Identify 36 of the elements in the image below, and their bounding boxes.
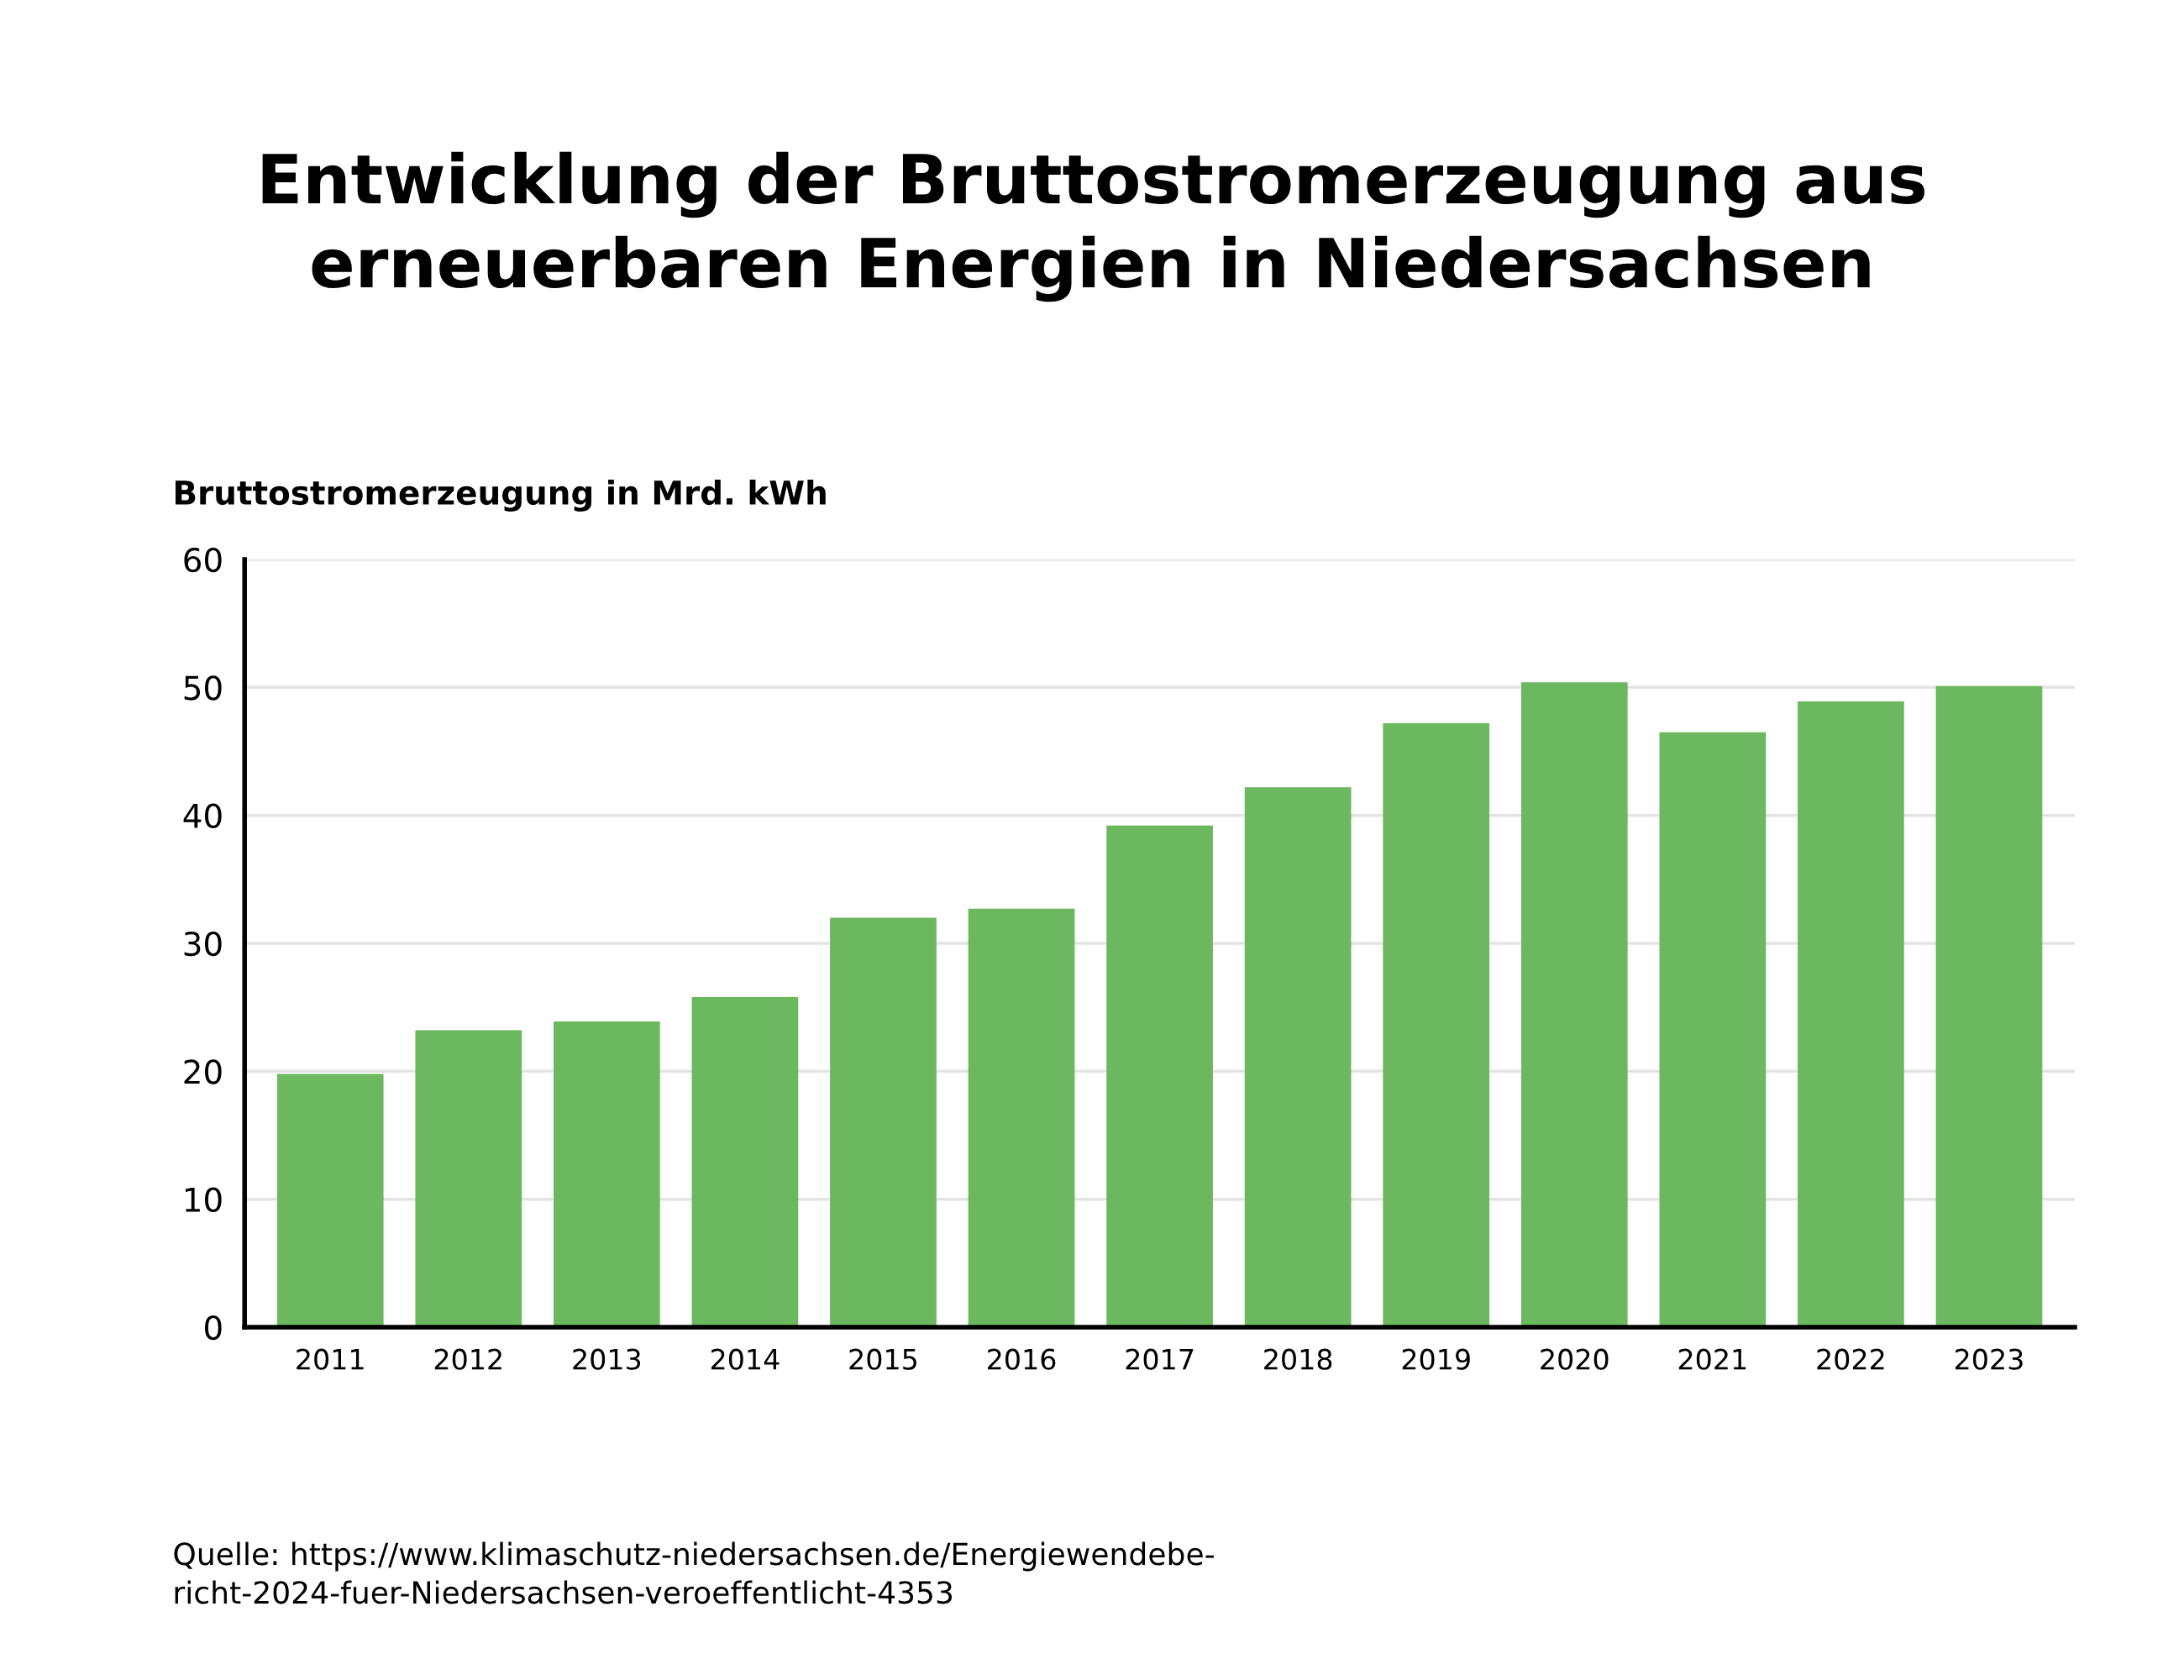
x-tick-label: 2018: [1264, 1348, 1332, 1370]
bar: [691, 996, 799, 1327]
bar: [968, 908, 1075, 1327]
bar: [276, 1074, 384, 1327]
y-tick-label: 50: [184, 675, 222, 701]
y-tick-label: 0: [205, 1315, 222, 1341]
x-tick-label: 2013: [573, 1348, 641, 1370]
bar: [1659, 732, 1767, 1327]
x-tick-label: 2019: [1402, 1348, 1470, 1370]
bar: [415, 1030, 522, 1327]
bar: [1520, 682, 1628, 1327]
y-tick-label: 20: [184, 1059, 222, 1084]
bar: [1935, 685, 2043, 1327]
x-tick-label: 2014: [711, 1348, 780, 1370]
source-note: Quelle: https://www.klimaschutz-niedersachsen.de/Energiewendebe- richt-2024-fuer-Niedersachsen-veroeffentlicht-4353: [174, 1541, 1214, 1604]
bar: [554, 1021, 660, 1327]
y-tick-label: 30: [184, 931, 222, 957]
x-tick-label: 2015: [849, 1348, 916, 1370]
x-tick-label: 2020: [1541, 1348, 1609, 1370]
bar: [1106, 825, 1213, 1327]
x-tick-label: 2012: [434, 1348, 501, 1370]
y-axis-title: Bruttostromerzeugung in Mrd. kWh: [175, 480, 826, 512]
y-tick-label: 40: [183, 803, 222, 828]
x-tick-label: 2011: [297, 1348, 364, 1370]
bar: [1244, 787, 1352, 1327]
bar: [1383, 722, 1490, 1327]
y-tick-label: 60: [184, 547, 222, 573]
x-tick-label: 2017: [1126, 1348, 1194, 1370]
bar: [1798, 701, 1904, 1327]
x-tick-label: 2016: [988, 1348, 1056, 1370]
x-tick-label: 2023: [1956, 1348, 2023, 1370]
y-tick-label: 10: [185, 1187, 222, 1212]
bar: [830, 917, 937, 1327]
x-tick-label: 2022: [1817, 1348, 1884, 1370]
chart-title: Entwicklung der Bruttostromerzeugung aus erneuerbaren Energien in Niedersachsen: [262, 151, 1924, 302]
x-tick-label: 2021: [1678, 1348, 1746, 1370]
